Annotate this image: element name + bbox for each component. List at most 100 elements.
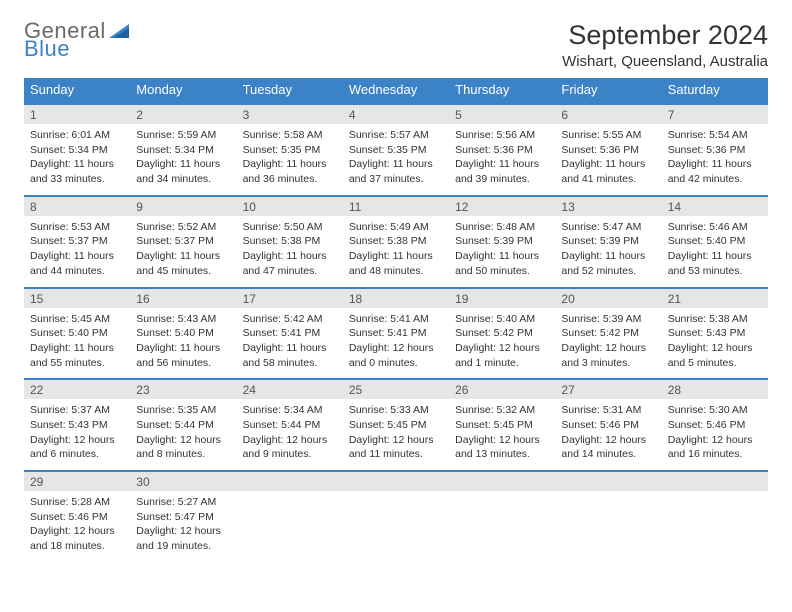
- week-content-row: Sunrise: 6:01 AMSunset: 5:34 PMDaylight:…: [24, 124, 768, 196]
- day-number: 27: [555, 379, 661, 399]
- daylight-text: Daylight: 12 hours and 14 minutes.: [561, 433, 655, 462]
- sunrise-text: Sunrise: 5:41 AM: [349, 312, 443, 327]
- day-number: 22: [24, 379, 130, 399]
- day-number: 9: [130, 196, 236, 216]
- day-number: 21: [662, 288, 768, 308]
- daylight-text: Daylight: 11 hours and 58 minutes.: [243, 341, 337, 370]
- sunrise-text: Sunrise: 5:49 AM: [349, 220, 443, 235]
- sunrise-text: Sunrise: 5:38 AM: [668, 312, 762, 327]
- daylight-text: Daylight: 12 hours and 11 minutes.: [349, 433, 443, 462]
- daylight-text: Daylight: 11 hours and 52 minutes.: [561, 249, 655, 278]
- daynum-row: 1234567: [24, 104, 768, 124]
- sunrise-text: Sunrise: 5:46 AM: [668, 220, 762, 235]
- day-number: 10: [237, 196, 343, 216]
- daylight-text: Daylight: 11 hours and 44 minutes.: [30, 249, 124, 278]
- sunrise-text: Sunrise: 5:40 AM: [455, 312, 549, 327]
- day-number: 13: [555, 196, 661, 216]
- sunrise-text: Sunrise: 5:52 AM: [136, 220, 230, 235]
- sunrise-text: Sunrise: 5:30 AM: [668, 403, 762, 418]
- sunrise-text: Sunrise: 5:34 AM: [243, 403, 337, 418]
- logo: General Blue: [24, 20, 133, 60]
- daylight-text: Daylight: 12 hours and 9 minutes.: [243, 433, 337, 462]
- header: General Blue September 2024 Wishart, Que…: [24, 20, 768, 70]
- day-cell: Sunrise: 5:37 AMSunset: 5:43 PMDaylight:…: [24, 399, 130, 471]
- sunrise-text: Sunrise: 5:45 AM: [30, 312, 124, 327]
- daylight-text: Daylight: 11 hours and 47 minutes.: [243, 249, 337, 278]
- day-cell: Sunrise: 5:28 AMSunset: 5:46 PMDaylight:…: [24, 491, 130, 562]
- sunset-text: Sunset: 5:34 PM: [30, 143, 124, 158]
- day-number: 29: [24, 471, 130, 491]
- sunrise-text: Sunrise: 5:32 AM: [455, 403, 549, 418]
- weekday-fri: Friday: [555, 78, 661, 104]
- day-cell: Sunrise: 5:48 AMSunset: 5:39 PMDaylight:…: [449, 216, 555, 288]
- sunset-text: Sunset: 5:35 PM: [349, 143, 443, 158]
- day-number: 4: [343, 104, 449, 124]
- sunset-text: Sunset: 5:45 PM: [455, 418, 549, 433]
- day-cell: Sunrise: 5:34 AMSunset: 5:44 PMDaylight:…: [237, 399, 343, 471]
- daylight-text: Daylight: 12 hours and 16 minutes.: [668, 433, 762, 462]
- day-cell: Sunrise: 5:39 AMSunset: 5:42 PMDaylight:…: [555, 308, 661, 380]
- sunset-text: Sunset: 5:37 PM: [136, 234, 230, 249]
- sunset-text: Sunset: 5:44 PM: [243, 418, 337, 433]
- sunset-text: Sunset: 5:36 PM: [668, 143, 762, 158]
- daylight-text: Daylight: 12 hours and 1 minute.: [455, 341, 549, 370]
- daylight-text: Daylight: 11 hours and 50 minutes.: [455, 249, 549, 278]
- empty-daynum: .: [662, 471, 768, 491]
- weekday-tue: Tuesday: [237, 78, 343, 104]
- sunrise-text: Sunrise: 5:42 AM: [243, 312, 337, 327]
- day-number: 19: [449, 288, 555, 308]
- sunrise-text: Sunrise: 5:39 AM: [561, 312, 655, 327]
- day-number: 8: [24, 196, 130, 216]
- day-cell: Sunrise: 5:41 AMSunset: 5:41 PMDaylight:…: [343, 308, 449, 380]
- sunset-text: Sunset: 5:39 PM: [455, 234, 549, 249]
- sunset-text: Sunset: 5:46 PM: [668, 418, 762, 433]
- sunrise-text: Sunrise: 5:50 AM: [243, 220, 337, 235]
- day-cell: Sunrise: 5:46 AMSunset: 5:40 PMDaylight:…: [662, 216, 768, 288]
- day-number: 23: [130, 379, 236, 399]
- daynum-row: 2930.....: [24, 471, 768, 491]
- sunrise-text: Sunrise: 5:54 AM: [668, 128, 762, 143]
- sunset-text: Sunset: 5:46 PM: [561, 418, 655, 433]
- daylight-text: Daylight: 12 hours and 8 minutes.: [136, 433, 230, 462]
- empty-daycell: [662, 491, 768, 562]
- day-number: 15: [24, 288, 130, 308]
- sunrise-text: Sunrise: 5:59 AM: [136, 128, 230, 143]
- day-cell: Sunrise: 5:49 AMSunset: 5:38 PMDaylight:…: [343, 216, 449, 288]
- week-content-row: Sunrise: 5:28 AMSunset: 5:46 PMDaylight:…: [24, 491, 768, 562]
- daylight-text: Daylight: 12 hours and 19 minutes.: [136, 524, 230, 553]
- day-number: 2: [130, 104, 236, 124]
- sunset-text: Sunset: 5:39 PM: [561, 234, 655, 249]
- day-cell: Sunrise: 5:30 AMSunset: 5:46 PMDaylight:…: [662, 399, 768, 471]
- week-content-row: Sunrise: 5:53 AMSunset: 5:37 PMDaylight:…: [24, 216, 768, 288]
- weekday-wed: Wednesday: [343, 78, 449, 104]
- day-cell: Sunrise: 5:59 AMSunset: 5:34 PMDaylight:…: [130, 124, 236, 196]
- sunrise-text: Sunrise: 5:35 AM: [136, 403, 230, 418]
- sunset-text: Sunset: 5:40 PM: [668, 234, 762, 249]
- day-number: 14: [662, 196, 768, 216]
- daylight-text: Daylight: 11 hours and 48 minutes.: [349, 249, 443, 278]
- sunrise-text: Sunrise: 5:31 AM: [561, 403, 655, 418]
- daylight-text: Daylight: 12 hours and 3 minutes.: [561, 341, 655, 370]
- day-cell: Sunrise: 5:38 AMSunset: 5:43 PMDaylight:…: [662, 308, 768, 380]
- empty-daycell: [343, 491, 449, 562]
- day-cell: Sunrise: 5:56 AMSunset: 5:36 PMDaylight:…: [449, 124, 555, 196]
- day-cell: Sunrise: 5:55 AMSunset: 5:36 PMDaylight:…: [555, 124, 661, 196]
- sunrise-text: Sunrise: 5:27 AM: [136, 495, 230, 510]
- daynum-row: 15161718192021: [24, 288, 768, 308]
- day-cell: Sunrise: 5:31 AMSunset: 5:46 PMDaylight:…: [555, 399, 661, 471]
- day-number: 5: [449, 104, 555, 124]
- day-cell: Sunrise: 5:52 AMSunset: 5:37 PMDaylight:…: [130, 216, 236, 288]
- weekday-sat: Saturday: [662, 78, 768, 104]
- weekday-header-row: Sunday Monday Tuesday Wednesday Thursday…: [24, 78, 768, 104]
- empty-daynum: .: [555, 471, 661, 491]
- sunset-text: Sunset: 5:41 PM: [349, 326, 443, 341]
- sunset-text: Sunset: 5:41 PM: [243, 326, 337, 341]
- day-cell: Sunrise: 6:01 AMSunset: 5:34 PMDaylight:…: [24, 124, 130, 196]
- day-cell: Sunrise: 5:32 AMSunset: 5:45 PMDaylight:…: [449, 399, 555, 471]
- day-number: 18: [343, 288, 449, 308]
- day-number: 24: [237, 379, 343, 399]
- daylight-text: Daylight: 11 hours and 53 minutes.: [668, 249, 762, 278]
- day-number: 6: [555, 104, 661, 124]
- sunset-text: Sunset: 5:40 PM: [30, 326, 124, 341]
- sunset-text: Sunset: 5:34 PM: [136, 143, 230, 158]
